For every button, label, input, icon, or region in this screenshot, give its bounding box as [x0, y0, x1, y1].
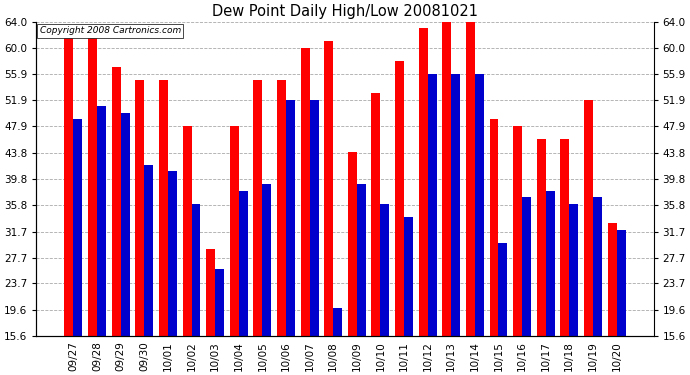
Bar	[97, 106, 106, 336]
Text: Copyright 2008 Cartronics.com: Copyright 2008 Cartronics.com	[39, 27, 181, 36]
Bar	[262, 184, 271, 336]
Bar	[569, 204, 578, 336]
Bar	[159, 80, 168, 336]
Bar	[112, 67, 121, 336]
Bar	[64, 28, 73, 336]
Title: Dew Point Daily High/Low 20081021: Dew Point Daily High/Low 20081021	[212, 4, 478, 19]
Bar	[73, 119, 82, 336]
Bar	[357, 184, 366, 336]
Bar	[451, 74, 460, 336]
Bar	[215, 268, 224, 336]
Bar	[206, 249, 215, 336]
Bar	[371, 93, 380, 336]
Bar	[121, 112, 130, 336]
Bar	[395, 61, 404, 336]
Bar	[537, 139, 546, 336]
Bar	[135, 80, 144, 336]
Bar	[277, 80, 286, 336]
Bar	[230, 126, 239, 336]
Bar	[560, 139, 569, 336]
Bar	[286, 100, 295, 336]
Bar	[239, 190, 248, 336]
Bar	[593, 197, 602, 336]
Bar	[546, 190, 555, 336]
Bar	[301, 48, 310, 336]
Bar	[88, 28, 97, 336]
Bar	[310, 100, 319, 336]
Bar	[466, 15, 475, 336]
Bar	[348, 152, 357, 336]
Bar	[419, 28, 428, 336]
Bar	[333, 308, 342, 336]
Bar	[584, 100, 593, 336]
Bar	[380, 204, 389, 336]
Bar	[192, 204, 201, 336]
Bar	[253, 80, 262, 336]
Bar	[404, 217, 413, 336]
Bar	[168, 171, 177, 336]
Bar	[608, 223, 617, 336]
Bar	[489, 119, 498, 336]
Bar	[144, 165, 153, 336]
Bar	[428, 74, 437, 336]
Bar	[513, 126, 522, 336]
Bar	[617, 230, 626, 336]
Bar	[324, 41, 333, 336]
Bar	[498, 243, 507, 336]
Bar	[522, 197, 531, 336]
Bar	[442, 22, 451, 336]
Bar	[475, 74, 484, 336]
Bar	[183, 126, 192, 336]
